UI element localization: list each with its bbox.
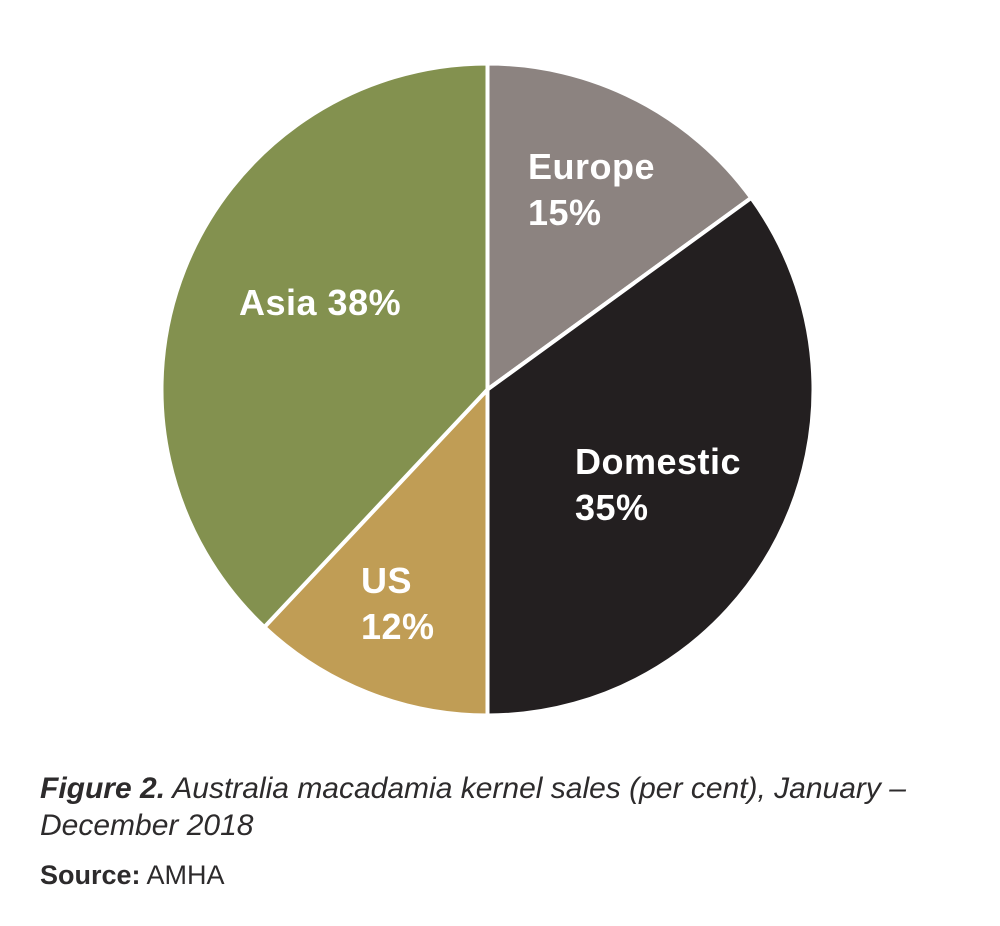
figure-caption-text: Australia macadamia kernel sales (per ce… (40, 772, 906, 842)
pie-slice-domestic (485, 195, 816, 718)
slice-label-domestic: Domestic 35% (575, 439, 741, 531)
pie-slice-asia (159, 61, 490, 630)
source-line: Source: AMHA (40, 859, 990, 891)
slice-label-europe: Europe 15% (528, 144, 655, 236)
slice-label-us-name: US (361, 560, 413, 601)
pie-chart-area: Europe 15% Domestic 35% US 12% Asia 38% (159, 61, 816, 718)
figure-caption-area: Figure 2. Australia macadamia kernel sal… (40, 770, 990, 891)
pie-chart (159, 61, 816, 718)
slice-label-us-pct: 12% (361, 606, 435, 647)
slice-label-europe-pct: 15% (528, 192, 602, 233)
pie-slice-us (262, 387, 490, 718)
pie-slice-europe (485, 61, 754, 392)
source-label: Source: (40, 860, 141, 890)
source-text: AMHA (146, 860, 225, 890)
figure-caption: Figure 2. Australia macadamia kernel sal… (40, 770, 990, 844)
slice-label-domestic-pct: 35% (575, 487, 649, 528)
slice-label-domestic-name: Domestic (575, 441, 742, 482)
figure-number-label: Figure 2. (40, 772, 166, 805)
slice-label-europe-name: Europe (528, 146, 656, 187)
slice-label-asia-name: Asia 38% (239, 282, 402, 323)
slice-label-us: US 12% (361, 558, 435, 650)
slice-label-asia: Asia 38% (239, 280, 401, 326)
